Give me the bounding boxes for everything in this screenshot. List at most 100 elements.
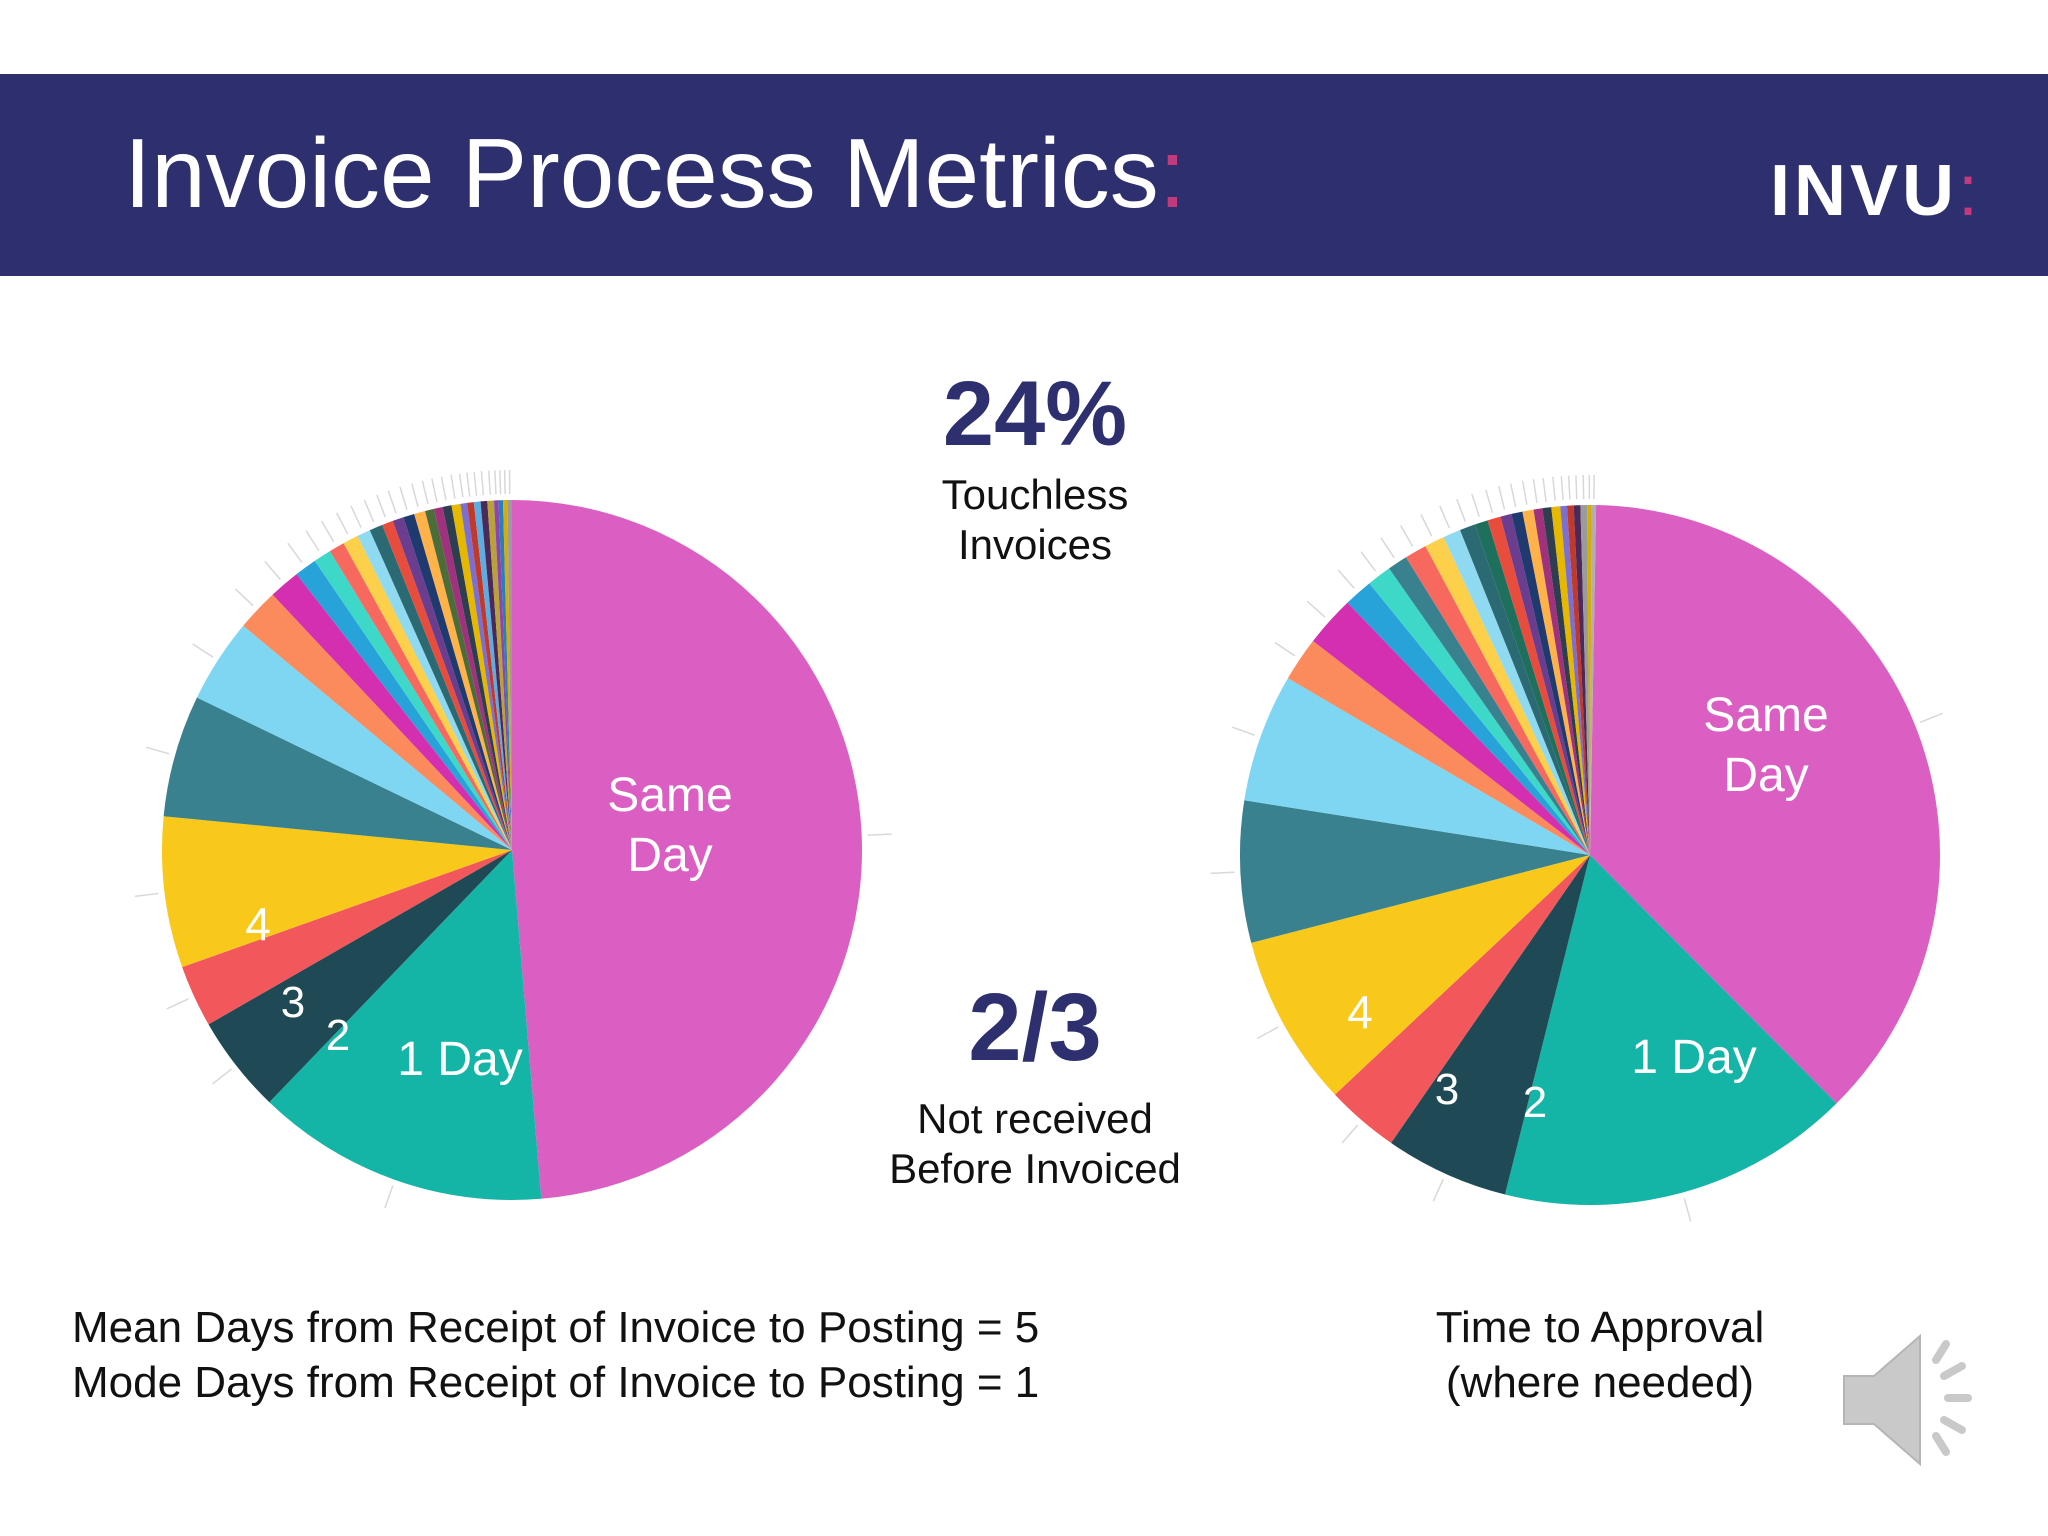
- pie-slice-minor-9: [296, 560, 512, 850]
- pie-slice-minor-19: [1511, 511, 1590, 855]
- pie-slice-minor-22: [451, 503, 512, 850]
- pie-slice-minor-23: [460, 502, 512, 850]
- not-received-stat: 2/3 Not received Before Invoiced: [860, 980, 1210, 1195]
- leader-line: [1498, 485, 1506, 510]
- pie-slice-minor-15: [1460, 524, 1590, 855]
- leader-line: [450, 474, 456, 499]
- leader-line: [1560, 476, 1564, 501]
- pie-chart-posting: Same Day 1 Day 234: [134, 470, 892, 1209]
- pie-slice-same-day: [512, 500, 862, 1199]
- pie-slice-minor-6: [1244, 678, 1590, 855]
- approval-caption-line-2: (where needed): [1445, 1358, 1755, 1407]
- title-accent: :: [1158, 118, 1186, 228]
- page-title: Invoice Process Metrics:: [124, 124, 1186, 222]
- pie-slice-same-day: [1590, 505, 1941, 1104]
- logo-accent: :: [1958, 151, 1983, 231]
- not-received-label-1: Not received: [917, 1095, 1153, 1142]
- approval-caption-line-1: Time to Approval: [1435, 1303, 1765, 1352]
- pie-slice-minor-7: [1287, 641, 1590, 855]
- pie-slice-minor-10: [1369, 568, 1590, 855]
- leader-line: [494, 470, 497, 495]
- leader-line: [1439, 505, 1451, 529]
- pie-slice-minor-24: [1560, 505, 1590, 855]
- pie-slice-minor-5: [163, 697, 512, 850]
- leader-line: [335, 512, 349, 535]
- leader-line: [466, 472, 471, 497]
- leader-line: [1360, 551, 1377, 572]
- pie-slice-minor-13: [357, 530, 512, 850]
- leader-line: [499, 470, 502, 495]
- slice-label-4: 4: [1347, 986, 1373, 1038]
- leader-line: [320, 520, 335, 543]
- pie-slice-minor-12: [1405, 546, 1590, 855]
- pie-slice-minor-26: [480, 500, 512, 850]
- pie-slice-minor-20: [433, 506, 512, 850]
- pie-slice-minor-25: [473, 501, 512, 850]
- pie-slice-minor-10: [314, 551, 512, 850]
- slice-label-same-day: Same Day: [1703, 689, 1828, 802]
- leader-line: [488, 470, 491, 495]
- pie-slice-minor-5: [1240, 800, 1590, 943]
- leader-line: [192, 643, 214, 658]
- leader-line: [264, 560, 282, 581]
- pie-slice-minor-26: [1573, 505, 1590, 855]
- leader-line: [145, 746, 170, 755]
- pie-slice-minor-16: [392, 517, 512, 850]
- leader-line: [1683, 1198, 1692, 1222]
- slice-label-same-day: Same Day: [607, 769, 732, 882]
- pie-slice-2: [208, 850, 512, 1103]
- mean-days-line: Mean Days from Receipt of Invoice to Pos…: [72, 1303, 1040, 1352]
- leader-line: [1399, 525, 1414, 547]
- not-received-value: 2/3: [968, 974, 1102, 1081]
- pie-slice-minor-27: [487, 500, 512, 850]
- leader-line: [1532, 479, 1538, 504]
- leader-line: [376, 494, 387, 518]
- touchless-label-2: Invoices: [957, 521, 1113, 569]
- pie-chart-approval: Same Day 1 Day 2 3 4: [1210, 474, 1943, 1222]
- leader-line: [1485, 489, 1494, 513]
- leader-line: [399, 486, 408, 511]
- leader-line: [1920, 712, 1943, 723]
- leader-line: [384, 1185, 394, 1209]
- leader-line: [1256, 1026, 1279, 1040]
- pie-slice-minor-18: [414, 510, 512, 850]
- pie-slice-minor-11: [1389, 557, 1590, 855]
- pie-slice-minor-8: [1312, 602, 1590, 855]
- pie-slice-minor-16: [1474, 520, 1590, 855]
- invu-logo: INVU:: [1770, 155, 1982, 227]
- leader-line: [473, 471, 478, 496]
- pie-slice-4: [162, 816, 513, 968]
- leader-line: [305, 530, 320, 552]
- touchless-value: 24%: [942, 363, 1128, 465]
- logo-text: INVU: [1770, 151, 1959, 231]
- leader-line: [166, 998, 189, 1010]
- pie-slice-minor-21: [442, 505, 512, 850]
- pie-slice-minor-21: [1533, 508, 1590, 855]
- speaker-icon[interactable]: [1840, 1330, 1990, 1470]
- pie-slice-minor-23: [1551, 506, 1590, 855]
- leader-line: [134, 892, 159, 898]
- leader-line: [1432, 1179, 1444, 1202]
- slice-label-2: 2: [1523, 1078, 1547, 1127]
- pie-slice-minor-11: [329, 543, 512, 850]
- slice-label-3: 3: [1435, 1065, 1459, 1114]
- pie-slice-minor-8: [272, 574, 512, 850]
- approval-caption: Time to Approval (where needed): [1380, 1300, 1820, 1410]
- mode-days-line: Mode Days from Receipt of Invoice to Pos…: [72, 1358, 1040, 1407]
- pie-slice-minor-6: [196, 625, 513, 850]
- leader-line: [1341, 1124, 1359, 1144]
- pie-slice-minor-12: [343, 535, 512, 850]
- leader-line: [387, 490, 397, 514]
- leader-line: [440, 476, 447, 501]
- pie-slice-minor-17: [1487, 516, 1590, 855]
- slice-label-3: 3: [281, 978, 305, 1027]
- pie-slice-2: [1391, 855, 1590, 1195]
- leader-line: [1509, 483, 1517, 508]
- pie-slice-minor-29: [1590, 505, 1597, 855]
- pie-slice-1-day: [1505, 855, 1837, 1205]
- leader-line: [363, 499, 375, 523]
- pie-slice-minor-29: [498, 500, 512, 850]
- leader-line: [1542, 477, 1547, 502]
- leader-line: [1306, 600, 1326, 618]
- leader-line: [235, 588, 254, 607]
